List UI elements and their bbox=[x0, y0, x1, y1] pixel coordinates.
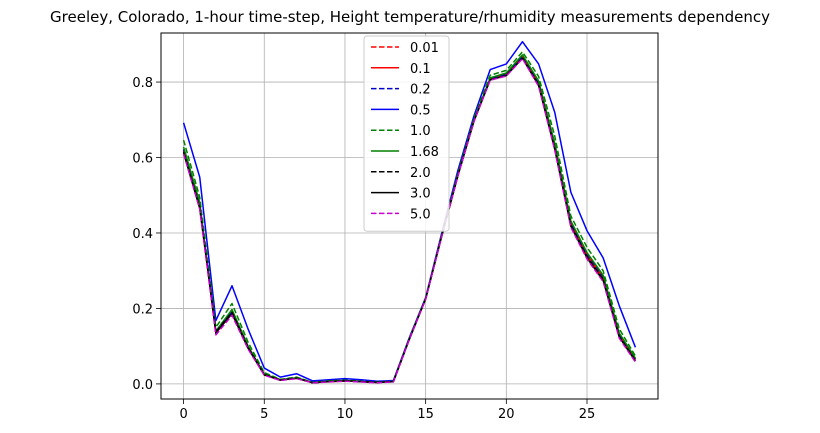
legend-label: 0.2 bbox=[410, 83, 431, 98]
y-tick-label: 0.2 bbox=[132, 302, 153, 317]
x-tick-label: 15 bbox=[417, 407, 434, 422]
legend-box bbox=[363, 35, 450, 232]
x-tick-label: 0 bbox=[179, 407, 187, 422]
y-tick-label: 0.0 bbox=[132, 378, 153, 393]
plot-frame bbox=[160, 32, 659, 400]
y-tick-label: 0.4 bbox=[132, 227, 153, 242]
y-axis: 0.0 0.2 0.4 0.6 0.8 bbox=[132, 76, 161, 393]
grid-lines bbox=[161, 33, 658, 399]
legend-label: 5.0 bbox=[410, 207, 431, 222]
y-tick-label: 0.6 bbox=[132, 152, 153, 167]
x-tick-label: 25 bbox=[579, 407, 596, 422]
chart-title: Greeley, Colorado, 1-hour time-step, Hei… bbox=[50, 8, 770, 26]
series-line-5-0 bbox=[182, 57, 637, 384]
legend-label: 0.5 bbox=[410, 103, 431, 118]
legend-label: 2.0 bbox=[410, 166, 431, 181]
y-tick-label: 0.8 bbox=[132, 76, 153, 91]
legend-label: 0.1 bbox=[410, 62, 431, 77]
legend-label: 1.68 bbox=[410, 145, 439, 160]
legend-label: 1.0 bbox=[410, 124, 431, 139]
legend-label: 0.01 bbox=[410, 41, 439, 56]
x-tick-label: 20 bbox=[498, 407, 515, 422]
legend-label: 3.0 bbox=[410, 187, 431, 202]
x-tick-label: 5 bbox=[260, 407, 268, 422]
series-lines bbox=[182, 40, 637, 384]
x-tick-label: 10 bbox=[337, 407, 354, 422]
x-axis: 0 5 10 15 20 25 bbox=[179, 399, 595, 422]
legend: 0.01 0.1 0.2 0.5 1.0 1.68 2.0 3.0 5.0 bbox=[363, 35, 450, 232]
